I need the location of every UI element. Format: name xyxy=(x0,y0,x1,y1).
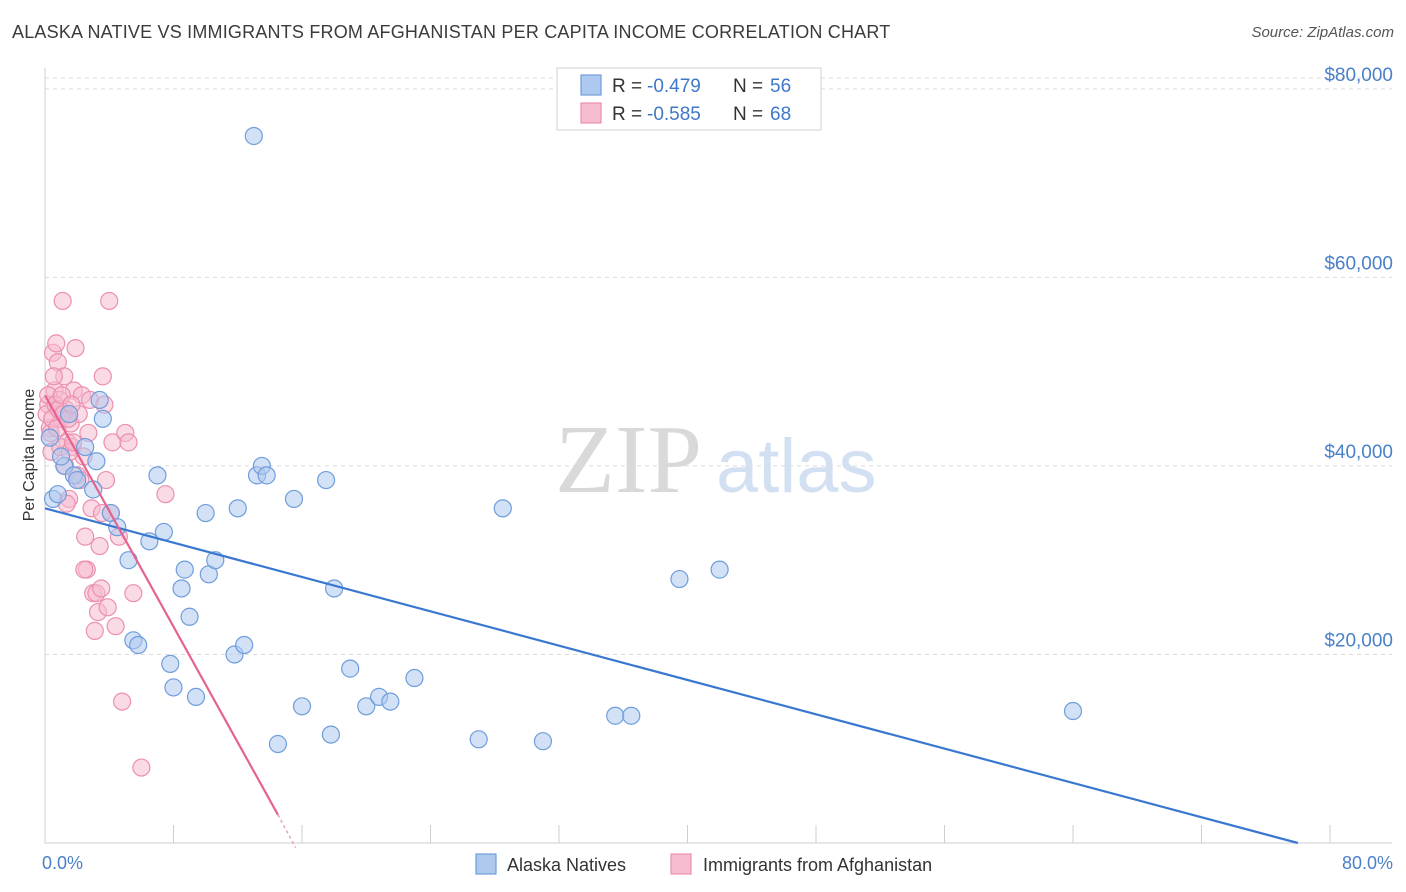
blue-point xyxy=(405,668,424,688)
legend-r-label: R = xyxy=(612,76,642,97)
blue-point xyxy=(68,470,87,490)
blue-point xyxy=(228,499,247,518)
pink-point xyxy=(75,560,94,579)
legend-swatch-pink xyxy=(580,102,602,124)
watermark-zip: ZIP xyxy=(555,406,702,514)
blue-point xyxy=(175,560,194,579)
legend-r-label: R = xyxy=(612,104,642,125)
blue-point xyxy=(196,503,215,523)
pink-point xyxy=(100,291,119,311)
pink-point xyxy=(76,527,95,546)
pink-point xyxy=(47,334,66,353)
blue-point xyxy=(381,692,400,711)
blue-point xyxy=(164,678,183,697)
blue-point xyxy=(257,466,276,485)
bottom-legend-label-blue: Alaska Natives xyxy=(507,855,626,875)
bottom-legend-label-pink: Immigrants from Afghanistan xyxy=(703,855,932,875)
legend-n-label: N = xyxy=(733,104,763,125)
watermark: ZIP atlas xyxy=(555,406,877,514)
pink-point xyxy=(112,692,132,711)
blue-point xyxy=(622,706,641,725)
blue-point xyxy=(48,485,67,504)
blue-point xyxy=(172,579,191,598)
blue-point xyxy=(76,437,95,457)
bottom-legend: Alaska Natives Immigrants from Afghanista… xyxy=(475,853,932,875)
pink-point xyxy=(93,367,112,386)
source-label: Source: ZipAtlas.com xyxy=(1251,24,1394,41)
blue-point xyxy=(93,409,112,428)
pink-point xyxy=(44,367,63,386)
blue-point xyxy=(341,659,360,678)
y-axis-title: Per Capita Income xyxy=(21,389,38,522)
x-tick-labels: 0.0% 80.0% xyxy=(42,853,1393,873)
blue-point xyxy=(284,489,304,509)
blue-point xyxy=(357,697,376,716)
blue-point xyxy=(606,706,625,725)
blue-point xyxy=(59,404,79,424)
watermark-atlas: atlas xyxy=(716,424,877,509)
blue-trend-line xyxy=(44,507,1299,845)
blue-point xyxy=(710,560,729,579)
blue-point xyxy=(161,654,180,673)
blue-point xyxy=(186,687,206,706)
legend-swatch-blue xyxy=(580,74,602,96)
blue-point xyxy=(268,734,288,754)
pink-point xyxy=(98,598,117,617)
blue-points-layer xyxy=(40,126,1083,754)
blue-point xyxy=(40,428,59,447)
y-tick-label: $80,000 xyxy=(1324,65,1393,86)
pink-trend-extension xyxy=(277,814,297,849)
y-tick-label: $60,000 xyxy=(1324,253,1393,274)
pink-trend-line xyxy=(44,394,279,816)
pink-point xyxy=(106,617,125,636)
blue-point xyxy=(180,607,199,626)
blue-point xyxy=(1063,701,1083,721)
trend-lines-layer xyxy=(44,394,1299,849)
blue-point xyxy=(493,499,512,518)
blue-point xyxy=(90,390,109,410)
legend-n-label: N = xyxy=(733,76,763,97)
pink-point xyxy=(53,291,72,311)
blue-point xyxy=(235,635,254,655)
blue-point xyxy=(469,730,488,749)
pink-point xyxy=(132,758,151,777)
blue-point xyxy=(316,470,336,490)
legend-n-value: 68 xyxy=(770,104,791,125)
x-tick-label-min: 0.0% xyxy=(42,853,83,873)
legend-n-value: 56 xyxy=(770,76,791,97)
blue-point xyxy=(244,126,263,146)
pink-point xyxy=(85,621,104,640)
legend-r-value: -0.479 xyxy=(647,76,701,97)
blue-point xyxy=(292,697,312,716)
blue-point xyxy=(129,635,148,655)
y-tick-label: $40,000 xyxy=(1324,442,1393,463)
blue-point xyxy=(325,579,344,598)
pink-point xyxy=(96,470,116,490)
blue-point xyxy=(533,732,553,751)
blue-point xyxy=(148,466,167,485)
y-tick-label: $20,000 xyxy=(1324,630,1393,651)
legend-r-value: -0.585 xyxy=(647,104,701,125)
pink-point xyxy=(124,584,143,603)
blue-point xyxy=(670,569,689,589)
bottom-legend-swatch-pink xyxy=(670,853,692,875)
pink-point xyxy=(92,579,111,598)
pink-point xyxy=(119,433,138,452)
pink-point xyxy=(156,485,175,504)
x-tick-label-max: 80.0% xyxy=(1342,853,1393,873)
bottom-legend-swatch-blue xyxy=(475,853,497,875)
correlation-legend: R = -0.479 N = 56 R = -0.585 N = 68 xyxy=(556,67,822,131)
pink-point xyxy=(66,338,85,358)
pink-point xyxy=(90,536,109,556)
chart-title: ALASKA NATIVE VS IMMIGRANTS FROM AFGHANI… xyxy=(12,22,891,42)
y-tick-labels: $20,000 $40,000 $60,000 $80,000 xyxy=(1324,65,1393,652)
blue-point xyxy=(51,447,71,466)
blue-point xyxy=(321,725,341,744)
blue-point xyxy=(87,452,106,471)
